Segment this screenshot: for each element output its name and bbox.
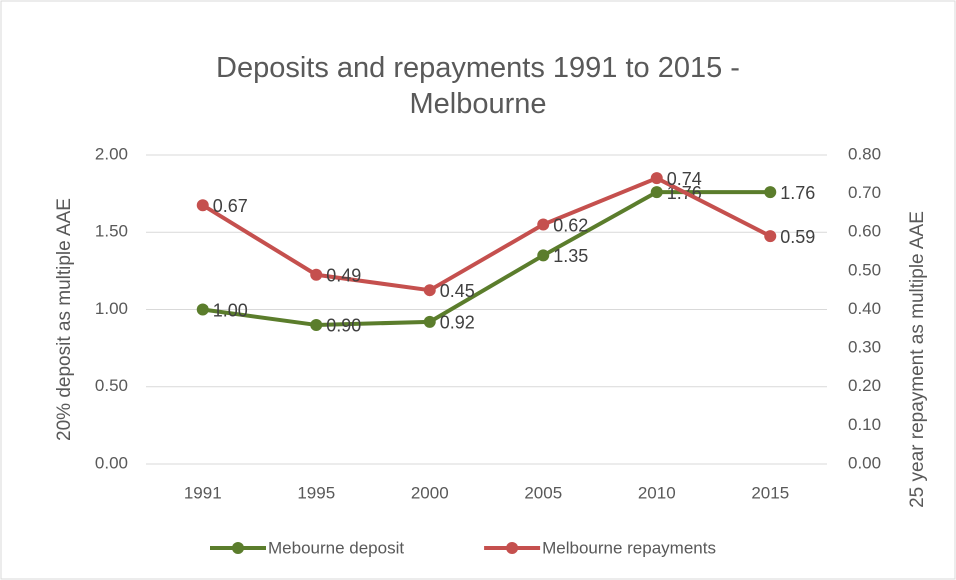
data-label: 0.45: [440, 281, 475, 301]
legend-label: Melbourne repayments: [542, 538, 716, 557]
y-tick-label: 1.50: [95, 222, 128, 241]
series-marker: [196, 199, 209, 212]
x-tick-label: 1991: [184, 483, 222, 502]
data-label: 1.76: [780, 183, 815, 203]
y2-axis-title: 25 year repayment as multiple AAE: [907, 211, 928, 508]
data-label: 0.67: [213, 196, 248, 216]
y2-tick-label: 0.30: [848, 338, 881, 357]
y2-tick-label: 0.40: [848, 299, 881, 318]
series-marker: [423, 315, 436, 328]
series-marker: [764, 230, 777, 243]
chart-title: Deposits and repayments 1991 to 2015 - M…: [216, 52, 740, 120]
x-tick-label: 2000: [411, 483, 449, 502]
x-tick-label: 2015: [751, 483, 789, 502]
y-tick-label: 0.50: [95, 376, 128, 395]
series-line: [202, 190, 771, 327]
y2-tick-label: 0.20: [848, 376, 881, 395]
y2-tick-label: 0.80: [848, 144, 881, 163]
series-marker: [537, 249, 550, 262]
x-tick-label: 1995: [297, 483, 335, 502]
data-label: 0.90: [326, 316, 361, 336]
data-label: 0.74: [667, 169, 702, 189]
series-marker: [310, 318, 323, 331]
y2-tick-label: 0.00: [848, 453, 881, 472]
series-marker: [537, 218, 550, 231]
series-marker: [196, 303, 209, 316]
series-marker: [423, 284, 436, 297]
series-marker: [650, 186, 663, 199]
y2-tick-label: 0.50: [848, 260, 881, 279]
x-tick-label: 2005: [524, 483, 562, 502]
x-tick-label: 2010: [638, 483, 676, 502]
data-label: 0.62: [553, 215, 588, 235]
y2-tick-label: 0.10: [848, 415, 881, 434]
data-label: 0.59: [780, 227, 815, 247]
legend-marker: [506, 542, 519, 554]
y-axis-title: 20% deposit as multiple AAE: [54, 198, 75, 441]
y-tick-label: 2.00: [95, 144, 128, 163]
series-marker: [310, 268, 323, 281]
data-label: 1.35: [553, 246, 588, 266]
y2-tick-label: 0.60: [848, 222, 881, 241]
y-tick-label: 1.00: [95, 299, 128, 318]
data-label: 0.49: [326, 265, 361, 285]
data-label: 0.92: [440, 313, 475, 333]
legend-label: Mebourne deposit: [268, 538, 404, 557]
y2-tick-label: 0.70: [848, 183, 881, 202]
series-line: [201, 176, 772, 293]
data-label: 1.00: [213, 300, 248, 320]
series-marker: [650, 172, 663, 185]
series-marker: [764, 186, 777, 199]
y-tick-label: 0.00: [95, 453, 128, 472]
legend-marker: [232, 542, 244, 554]
